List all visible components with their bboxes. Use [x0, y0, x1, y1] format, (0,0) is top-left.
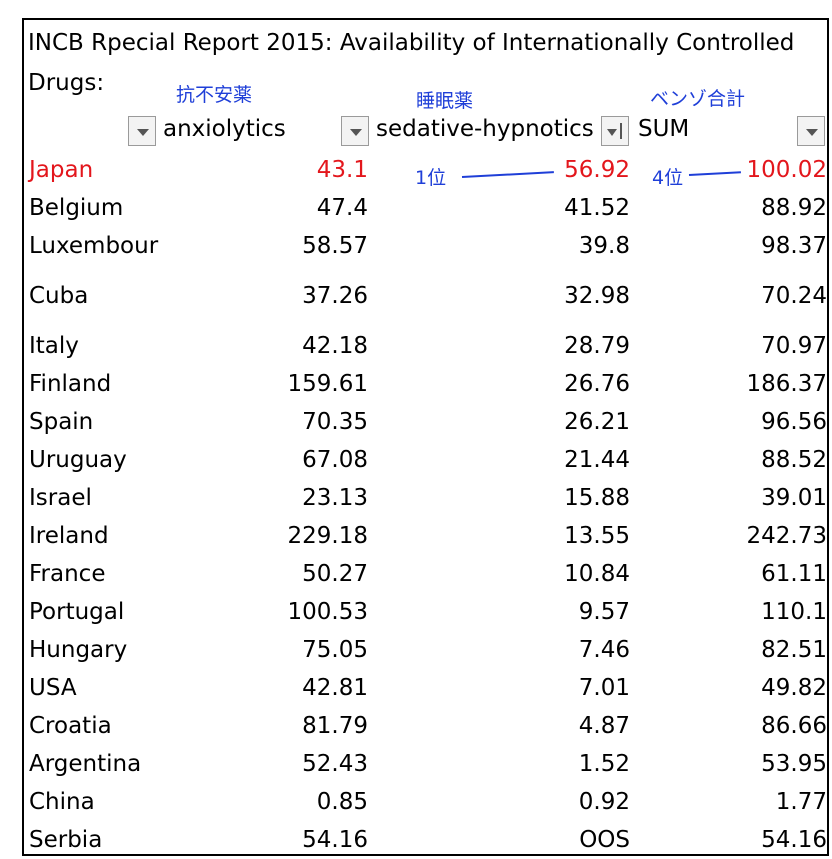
anxiolytics-value: 37.26: [302, 283, 368, 309]
hypnotics-value: 39.8: [578, 233, 630, 259]
country-cell: Cuba: [29, 283, 89, 309]
anxiolytics-value: 42.81: [302, 675, 368, 701]
hypnotics-value: 4.87: [578, 713, 630, 739]
rank-annotation-hypnotics: 1位: [415, 167, 447, 189]
anxiolytics-value: 159.61: [287, 371, 368, 397]
hypnotics-annotation: 睡眠薬: [416, 90, 474, 112]
country-cell: Italy: [29, 333, 79, 359]
country-cell: Hungary: [29, 637, 128, 663]
header-sum: SUM: [638, 116, 690, 142]
country-cell: USA: [29, 675, 77, 701]
hypnotics-value: 7.01: [578, 675, 630, 701]
sum-value: 54.16: [761, 827, 827, 853]
country-cell: Israel: [29, 485, 92, 511]
header-anxiolytics: anxiolytics: [163, 116, 286, 142]
hypnotics-value: 26.76: [564, 371, 630, 397]
country-cell: Argentina: [29, 751, 142, 777]
anxiolytics-value: 100.53: [287, 599, 368, 625]
hypnotics-value: 21.44: [564, 447, 630, 473]
country-cell: Croatia: [29, 713, 112, 739]
hypnotics-value: 7.46: [578, 637, 630, 663]
sum-value: 53.95: [761, 751, 827, 777]
report-title-line2: Drugs:: [28, 70, 105, 96]
hypnotics-value: 10.84: [564, 561, 630, 587]
anxiolytics-value: 75.05: [302, 637, 368, 663]
sum-value: 70.24: [761, 283, 827, 309]
hypnotics-value: 56.92: [564, 157, 630, 183]
anxiolytics-value: 67.08: [302, 447, 368, 473]
report-title: INCB Rpecial Report 2015: Availability o…: [28, 30, 795, 56]
country-cell: Belgium: [29, 195, 124, 221]
anxiolytics-value: 47.4: [316, 195, 368, 221]
sum-value: 82.51: [761, 637, 827, 663]
header-hypnotics: sedative-hypnotics: [376, 116, 594, 142]
sum-value: 86.66: [761, 713, 827, 739]
country-cell: Spain: [29, 409, 94, 435]
sort-desc-dropdown-hypnotics[interactable]: [601, 116, 629, 146]
sum-value: 39.01: [761, 485, 827, 511]
anxiolytics-value: 229.18: [287, 523, 368, 549]
country-cell: Luxembour: [29, 233, 159, 259]
anxiolytics-value: 0.85: [316, 789, 368, 815]
sum-value: 186.37: [746, 371, 827, 397]
sum-value: 70.97: [761, 333, 827, 359]
country-cell: France: [29, 561, 106, 587]
country-cell: China: [29, 789, 95, 815]
anxiolytics-value: 42.18: [302, 333, 368, 359]
sum-value: 88.92: [761, 195, 827, 221]
hypnotics-value: 9.57: [578, 599, 630, 625]
hypnotics-value: OOS: [579, 827, 630, 853]
anxiolytics-value: 50.27: [302, 561, 368, 587]
anxiolytics-value: 52.43: [302, 751, 368, 777]
filter-dropdown-anxiolytics[interactable]: [341, 116, 369, 146]
sum-value: 98.37: [761, 233, 827, 259]
sheet-frame: [22, 18, 829, 856]
sum-value: 242.73: [746, 523, 827, 549]
country-cell: Uruguay: [29, 447, 127, 473]
hypnotics-value: 32.98: [564, 283, 630, 309]
rank-annotation-sum: 4位: [652, 167, 684, 189]
country-cell: Ireland: [29, 523, 109, 549]
sum-value: 100.02: [746, 157, 827, 183]
anxiolytics-value: 23.13: [302, 485, 368, 511]
hypnotics-value: 26.21: [564, 409, 630, 435]
hypnotics-value: 15.88: [564, 485, 630, 511]
sum-value: 61.11: [761, 561, 827, 587]
country-cell: Portugal: [29, 599, 125, 625]
sum-value: 1.77: [775, 789, 827, 815]
hypnotics-value: 13.55: [564, 523, 630, 549]
anxiolytics-annotation: 抗不安薬: [176, 84, 253, 106]
country-cell: Japan: [29, 157, 94, 183]
filter-dropdown-sum[interactable]: [797, 116, 825, 146]
anxiolytics-value: 58.57: [302, 233, 368, 259]
hypnotics-value: 1.52: [578, 751, 630, 777]
anxiolytics-value: 54.16: [302, 827, 368, 853]
hypnotics-value: 28.79: [564, 333, 630, 359]
sum-value: 96.56: [761, 409, 827, 435]
sum-value: 49.82: [761, 675, 827, 701]
anxiolytics-value: 70.35: [302, 409, 368, 435]
sum-value: 88.52: [761, 447, 827, 473]
anxiolytics-value: 81.79: [302, 713, 368, 739]
country-cell: Finland: [29, 371, 112, 397]
hypnotics-value: 0.92: [578, 789, 630, 815]
sum-annotation: ベンゾ合計: [650, 88, 746, 110]
filter-dropdown-country[interactable]: [128, 116, 156, 146]
country-cell: Serbia: [29, 827, 103, 853]
anxiolytics-value: 43.1: [316, 157, 368, 183]
sum-value: 110.1: [761, 599, 827, 625]
hypnotics-value: 41.52: [564, 195, 630, 221]
